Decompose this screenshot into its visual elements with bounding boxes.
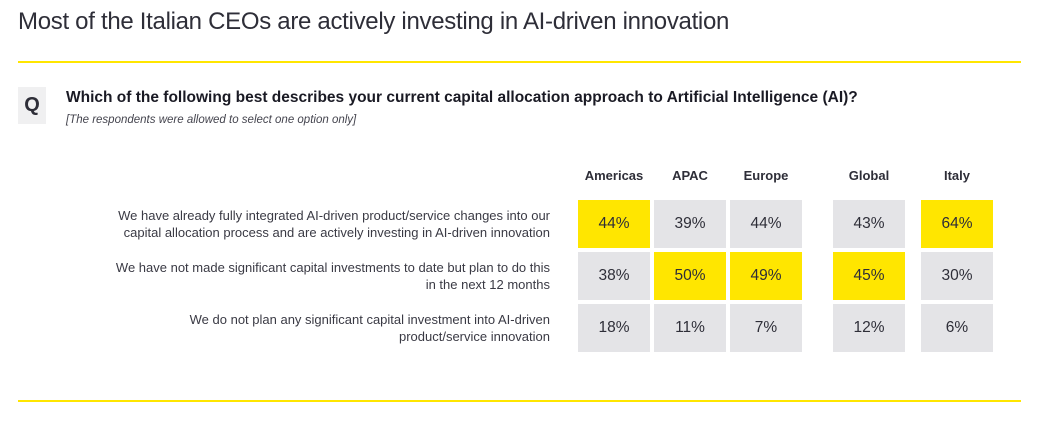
- value-cell: 7%: [730, 304, 802, 352]
- question-text: Which of the following best describes yo…: [66, 89, 858, 106]
- question-block: Q Which of the following best describes …: [18, 87, 1029, 126]
- table-row: We do not plan any significant capital i…: [62, 304, 993, 352]
- question-badge: Q: [18, 87, 46, 124]
- column-header-global: Global: [848, 167, 890, 183]
- value-cell: 64%: [921, 200, 993, 248]
- value-cell: 49%: [730, 252, 802, 300]
- table-header-row: Americas APAC Europe Global Italy: [62, 165, 993, 185]
- value-cell: 44%: [730, 200, 802, 248]
- value-cell: 12%: [833, 304, 905, 352]
- bottom-divider-rule: [18, 400, 1021, 402]
- value-cell: 39%: [654, 200, 726, 248]
- value-cell: 45%: [833, 252, 905, 300]
- question-text-block: Which of the following best describes yo…: [66, 87, 858, 126]
- value-cell: 30%: [921, 252, 993, 300]
- page-title: Most of the Italian CEOs are actively in…: [18, 8, 730, 35]
- row-label: We have not made significant capital inv…: [115, 260, 550, 292]
- column-header-apac: APAC: [672, 167, 708, 183]
- column-header-americas: Americas: [584, 167, 644, 183]
- value-cell: 38%: [578, 252, 650, 300]
- question-note: [The respondents were allowed to select …: [66, 114, 357, 126]
- column-header-europe: Europe: [743, 167, 789, 183]
- table-row: We have not made significant capital inv…: [62, 252, 993, 300]
- top-divider-rule: [18, 61, 1021, 63]
- column-header-italy: Italy: [943, 167, 970, 183]
- results-table: Americas APAC Europe Global Italy We hav…: [62, 165, 993, 356]
- table-row: We have already fully integrated AI-driv…: [62, 200, 993, 248]
- row-label: We do not plan any significant capital i…: [189, 312, 550, 344]
- value-cell: 50%: [654, 252, 726, 300]
- row-label: We have already fully integrated AI-driv…: [118, 208, 550, 240]
- value-cell: 11%: [654, 304, 726, 352]
- value-cell: 43%: [833, 200, 905, 248]
- value-cell: 6%: [921, 304, 993, 352]
- value-cell: 18%: [578, 304, 650, 352]
- value-cell: 44%: [578, 200, 650, 248]
